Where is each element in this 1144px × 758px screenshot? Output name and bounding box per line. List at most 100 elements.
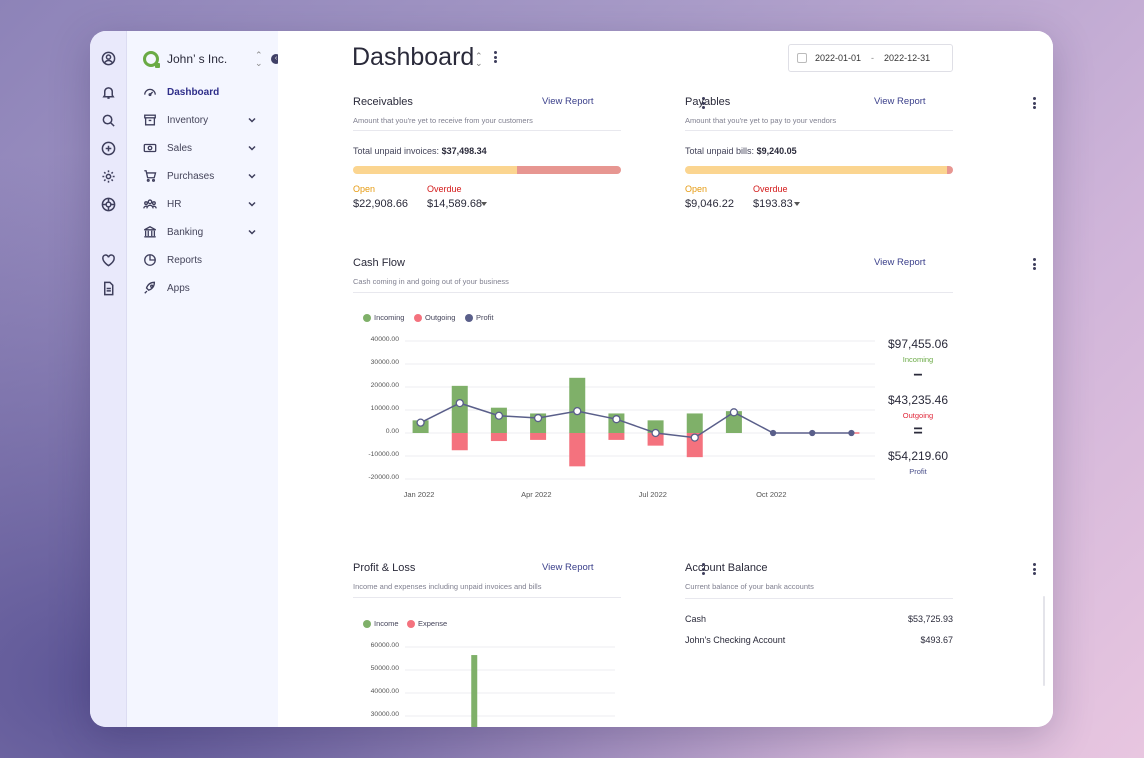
account-row-name[interactable]: John's Checking Account <box>685 635 786 645</box>
profit-point[interactable] <box>729 408 739 417</box>
date-range-picker[interactable]: 2022-01-01 - 2022-12-31 <box>788 44 953 72</box>
payables-title: Payables <box>685 96 731 108</box>
outgoing-bar[interactable] <box>686 433 703 458</box>
cash-flow-view-report-link[interactable]: View Report <box>874 257 926 268</box>
pie-chart-icon <box>144 254 156 266</box>
legend-outgoing[interactable]: Outgoing <box>414 313 455 322</box>
app-logo <box>143 51 160 68</box>
chevron-down-icon[interactable] <box>246 114 258 126</box>
legend-swatch <box>414 313 422 322</box>
outgoing-bar[interactable] <box>530 433 547 440</box>
sidebar-item-label: Dashboard <box>167 86 220 98</box>
profit-loss-menu-icon[interactable] <box>700 563 706 577</box>
y-tick-label: 20000.00 <box>370 382 399 389</box>
chevron-down-icon[interactable] <box>246 226 258 238</box>
chevron-down-icon[interactable] <box>246 198 258 210</box>
receivables-title: Receivables <box>353 96 413 108</box>
profit-point[interactable] <box>848 429 855 437</box>
sidebar-item-apps[interactable]: Apps <box>143 278 268 298</box>
outgoing-bar[interactable] <box>490 433 507 442</box>
legend-income[interactable]: Income <box>363 619 399 628</box>
sort-updown-icon[interactable]: ⌃ ⌄ <box>475 51 483 68</box>
search-icon[interactable] <box>100 112 117 129</box>
cash-flow-subtitle: Cash coming in and going out of your bus… <box>353 277 509 286</box>
sidebar-item-inventory[interactable]: Inventory <box>143 110 268 130</box>
receivables-menu-icon[interactable] <box>700 97 706 111</box>
profit-point[interactable] <box>690 433 699 442</box>
legend-incoming[interactable]: Incoming <box>363 313 404 322</box>
bell-icon[interactable] <box>100 84 117 101</box>
page-menu-icon[interactable] <box>492 51 498 67</box>
profit-point[interactable] <box>612 415 621 424</box>
receivables-total-label: Total unpaid invoices: <box>353 146 440 156</box>
document-icon[interactable] <box>100 280 117 297</box>
gear-icon[interactable] <box>100 168 117 185</box>
user-circle-icon[interactable] <box>100 50 117 67</box>
globe-icon[interactable] <box>100 196 117 213</box>
sidebar-item-label: Sales <box>167 142 193 154</box>
sidebar-item-sales[interactable]: Sales <box>143 138 268 158</box>
legend-label: Expense <box>418 619 448 628</box>
outgoing-bar[interactable] <box>569 433 586 467</box>
x-tick-label: Jan 2022 <box>403 490 435 499</box>
sidebar-item-hr[interactable]: HR <box>143 194 268 214</box>
account-balance-menu-icon[interactable] <box>1031 563 1037 577</box>
summary-profit-label: Profit <box>909 467 927 476</box>
payables-overdue-value: $193.83 <box>753 198 793 210</box>
incoming-bar[interactable] <box>569 377 586 433</box>
sidebar-item-label: Purchases <box>167 170 215 182</box>
account-balance-subtitle: Current balance of your bank accounts <box>685 582 814 591</box>
sidebar-item-dashboard[interactable]: Dashboard <box>143 82 268 102</box>
legend-expense[interactable]: Expense <box>407 619 447 628</box>
caret-down-icon[interactable] <box>481 202 487 206</box>
outgoing-bar[interactable] <box>608 433 625 440</box>
sidebar-item-purchases[interactable]: Purchases <box>143 166 268 186</box>
scrollbar[interactable] <box>1043 596 1045 686</box>
incoming-bar[interactable] <box>686 413 703 433</box>
payables-menu-icon[interactable] <box>1031 97 1037 111</box>
income-bar[interactable] <box>471 655 478 727</box>
heart-icon[interactable] <box>100 252 117 269</box>
profit-point[interactable] <box>651 428 660 438</box>
sidebar-item-label: Banking <box>167 226 204 238</box>
profit-point[interactable] <box>533 413 543 423</box>
profit-point[interactable] <box>455 398 464 408</box>
box-icon <box>144 114 156 126</box>
receivables-open-label: Open <box>353 184 376 194</box>
account-row-name[interactable]: Cash <box>685 614 707 624</box>
caret-down-icon[interactable] <box>794 202 800 206</box>
incoming-bar[interactable] <box>647 420 664 433</box>
receivables-view-report-link[interactable]: View Report <box>542 96 594 107</box>
incoming-bar[interactable] <box>451 385 468 433</box>
main-content: Dashboard ⌃ ⌄ 2022-01-01 - 2022-12-31 Rec… <box>278 31 1053 727</box>
legend-profit[interactable]: Profit <box>465 313 494 322</box>
y-tick-label: 0.00 <box>385 428 399 435</box>
sidebar-item-label: Reports <box>167 254 203 266</box>
sort-updown-icon[interactable]: ⌃ ⌄ <box>255 50 263 68</box>
account-row-value: $53,725.93 <box>907 614 953 624</box>
plus-circle-icon[interactable] <box>100 140 117 157</box>
cash-flow-menu-icon[interactable] <box>1031 258 1037 272</box>
profit-point[interactable] <box>573 407 582 416</box>
profit-point[interactable] <box>769 429 777 437</box>
profit-point[interactable] <box>494 411 504 420</box>
y-tick-label: 30000.00 <box>370 711 399 718</box>
collapse-sidebar-icon[interactable]: ‹ <box>271 54 281 64</box>
incoming-bar[interactable] <box>490 407 507 433</box>
outgoing-bar[interactable] <box>451 433 468 451</box>
speedometer-icon <box>144 88 156 97</box>
profit-point[interactable] <box>809 429 816 437</box>
payables-view-report-link[interactable]: View Report <box>874 96 926 107</box>
sidebar-item-reports[interactable]: Reports <box>143 250 268 270</box>
org-switcher[interactable]: John’ s Inc. ⌃ ⌄ ‹ <box>143 49 281 69</box>
chevron-down-icon[interactable] <box>246 170 258 182</box>
outgoing-bar[interactable] <box>647 433 664 446</box>
incoming-bar[interactable] <box>725 411 742 433</box>
sidebar-item-banking[interactable]: Banking <box>143 222 268 242</box>
summary-minus: − <box>913 367 923 384</box>
legend-swatch <box>363 313 371 322</box>
profit-point[interactable] <box>416 418 425 427</box>
chevron-down-icon[interactable] <box>246 142 258 154</box>
profit-loss-view-report-link[interactable]: View Report <box>542 562 594 573</box>
sidebar: John’ s Inc. ⌃ ⌄ ‹ Dashboard Inventory Sa… <box>127 31 281 727</box>
